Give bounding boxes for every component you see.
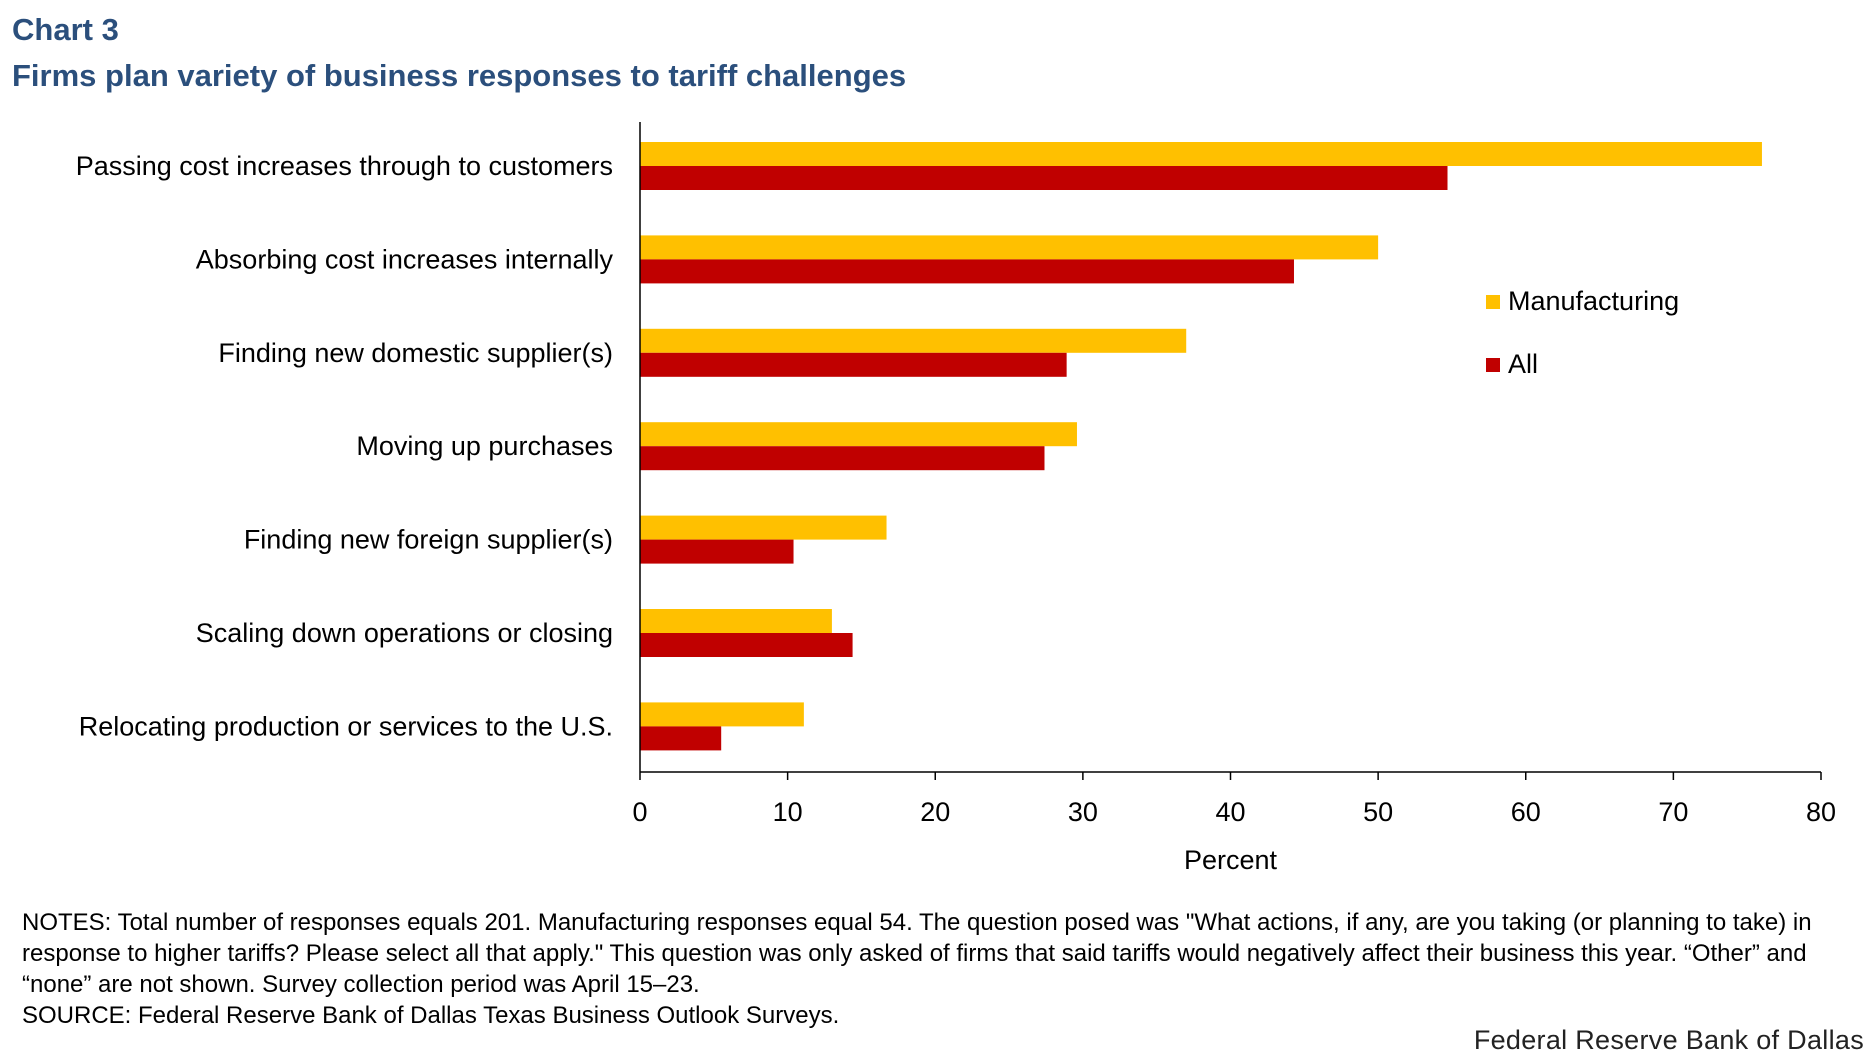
bar-all-1: [640, 259, 1294, 284]
bar-chart: Passing cost increases through to custom…: [76, 122, 1836, 875]
chart-title: Firms plan variety of business responses…: [12, 58, 907, 93]
x-tick-label: 20: [920, 797, 950, 827]
x-tick-label: 80: [1806, 797, 1836, 827]
bar-manufacturing-4: [640, 515, 887, 540]
bar-manufacturing-1: [640, 235, 1379, 260]
bar-all-3: [640, 446, 1045, 471]
bar-manufacturing-0: [640, 142, 1762, 166]
x-tick-label: 0: [632, 797, 647, 827]
chart-notes: NOTES: Total number of responses equals …: [22, 907, 1852, 1031]
x-tick-label: 10: [773, 797, 803, 827]
legend-swatch-manufacturing: [1486, 295, 1500, 309]
x-tick-label: 30: [1068, 797, 1098, 827]
category-label: Passing cost increases through to custom…: [76, 151, 613, 181]
chart-label: Chart 3: [12, 12, 119, 47]
category-label: Moving up purchases: [356, 431, 613, 461]
bar-all-4: [640, 539, 794, 564]
x-tick-label: 40: [1215, 797, 1245, 827]
bar-all-6: [640, 726, 722, 751]
bar-all-5: [640, 633, 853, 657]
notes-text: NOTES: Total number of responses equals …: [22, 909, 1812, 998]
branding-text: Federal Reserve Bank of Dallas: [1473, 1025, 1864, 1055]
legend-label-manufacturing: Manufacturing: [1508, 286, 1679, 316]
bar-manufacturing-3: [640, 422, 1077, 447]
category-label: Relocating production or services to the…: [79, 711, 613, 741]
bar-all-2: [640, 352, 1067, 377]
source-text: SOURCE: Federal Reserve Bank of Dallas T…: [22, 1002, 840, 1029]
x-tick-label: 70: [1658, 797, 1688, 827]
x-tick-label: 60: [1511, 797, 1541, 827]
x-axis-title: Percent: [1184, 845, 1278, 875]
category-label: Finding new domestic supplier(s): [218, 338, 613, 368]
legend-label-all: All: [1508, 349, 1538, 379]
bar-all-0: [640, 166, 1448, 190]
x-tick-label: 50: [1363, 797, 1393, 827]
bar-manufacturing-6: [640, 702, 804, 727]
category-label: Finding new foreign supplier(s): [244, 525, 613, 555]
bar-manufacturing-5: [640, 609, 832, 633]
category-label: Scaling down operations or closing: [196, 618, 613, 648]
legend-swatch-all: [1486, 358, 1500, 372]
category-label: Absorbing cost increases internally: [196, 244, 614, 274]
bar-manufacturing-2: [640, 328, 1187, 353]
